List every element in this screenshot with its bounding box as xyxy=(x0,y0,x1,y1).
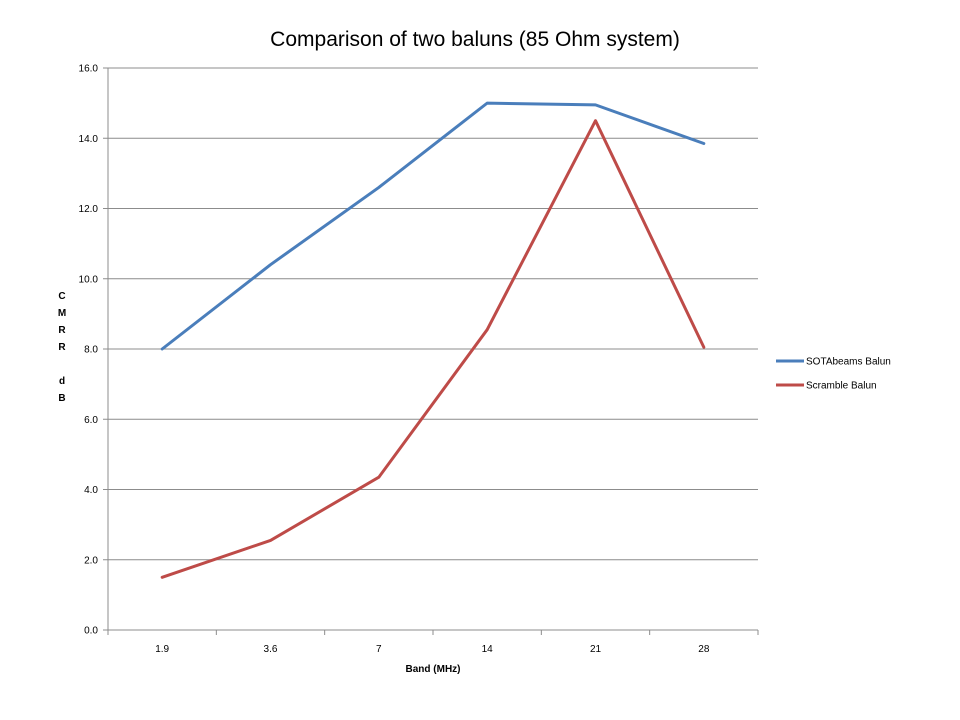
x-tick-labels: 1.9 3.6 7 14 21 28 xyxy=(155,644,710,655)
y-axis-title-letter: B xyxy=(58,393,65,404)
x-axis-title: Band (MHz) xyxy=(406,664,461,675)
series-line xyxy=(160,101,706,351)
y-axis-title-letter: R xyxy=(58,342,66,353)
y-axis-title-letter: M xyxy=(58,308,66,319)
y-axis-title-letter: C xyxy=(58,291,65,302)
y-tick-label: 6.0 xyxy=(84,415,98,426)
y-tick-label: 4.0 xyxy=(84,485,98,496)
x-tick-label: 1.9 xyxy=(155,644,169,655)
x-tick-label: 7 xyxy=(376,644,382,655)
x-tick-label: 3.6 xyxy=(264,644,278,655)
y-axis-title-letter: d xyxy=(59,376,65,387)
series-lines xyxy=(160,101,706,579)
series-line xyxy=(160,119,706,579)
y-tick-label: 0.0 xyxy=(84,626,98,637)
y-tick-label: 8.0 xyxy=(84,345,98,356)
y-tick-label: 16.0 xyxy=(79,64,99,75)
y-tick-label: 14.0 xyxy=(79,134,99,145)
y-tick-label: 10.0 xyxy=(79,274,99,285)
x-tick-label: 21 xyxy=(590,644,602,655)
y-tick-labels: 0.0 2.0 4.0 6.0 8.0 10.0 12.0 14.0 16.0 xyxy=(79,64,99,637)
legend: SOTAbeams Balun Scramble Balun xyxy=(776,357,891,392)
legend-label: Scramble Balun xyxy=(806,381,877,392)
axes xyxy=(103,67,759,635)
y-tick-label: 2.0 xyxy=(84,555,98,566)
y-axis-title-letter: R xyxy=(58,325,66,336)
x-tick-label: 28 xyxy=(698,644,710,655)
x-tick-label: 14 xyxy=(482,644,494,655)
chart-title: Comparison of two baluns (85 Ohm system) xyxy=(270,28,680,51)
legend-label: SOTAbeams Balun xyxy=(806,357,891,368)
y-tick-label: 12.0 xyxy=(79,204,99,215)
gridlines xyxy=(108,67,758,631)
